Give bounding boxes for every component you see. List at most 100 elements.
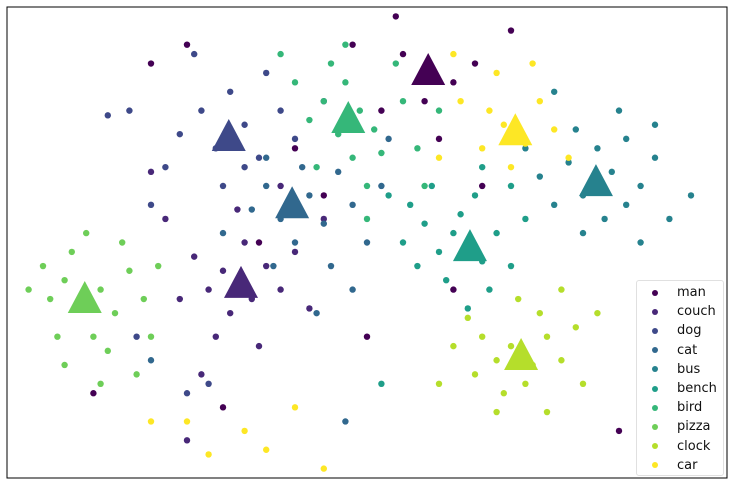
point-dog: [291, 135, 299, 143]
point-bus: [608, 168, 615, 176]
point-car: [551, 126, 558, 133]
point-bird: [349, 154, 356, 161]
legend-marker: [652, 443, 658, 450]
point-bus: [551, 201, 558, 209]
point-clock: [558, 286, 565, 293]
point-bus: [651, 121, 659, 128]
point-couch: [306, 305, 313, 312]
point-bird: [342, 79, 349, 86]
point-bird: [363, 182, 371, 190]
point-bird: [414, 145, 421, 152]
legend-item-car: car: [637, 456, 723, 475]
point-couch: [183, 437, 191, 444]
point-car: [479, 145, 486, 152]
point-car: [263, 446, 270, 453]
point-bird: [327, 60, 335, 67]
point-bench: [385, 192, 392, 199]
point-clock: [493, 408, 500, 416]
point-pizza: [83, 229, 90, 237]
point-pizza: [111, 309, 119, 317]
point-bench: [428, 182, 435, 190]
point-bus: [623, 201, 630, 209]
point-bird: [421, 182, 428, 190]
point-man: [255, 239, 263, 246]
legend-label: man: [677, 285, 706, 301]
point-bus: [565, 159, 572, 166]
legend-item-bird: bird: [637, 398, 723, 417]
point-bench: [421, 220, 428, 227]
point-pizza: [39, 262, 47, 270]
point-bus: [601, 215, 608, 223]
legend-marker: [652, 327, 658, 334]
point-cat: [263, 182, 270, 190]
point-dog: [183, 390, 191, 397]
point-clock: [579, 380, 587, 387]
legend-marker: [652, 404, 658, 411]
point-car: [183, 418, 191, 425]
legend-marker: [652, 366, 658, 373]
point-couch: [227, 309, 234, 317]
point-bus: [572, 126, 579, 133]
point-bus: [579, 229, 587, 237]
point-cat: [219, 229, 227, 237]
point-cat: [349, 286, 356, 293]
point-couch: [263, 262, 270, 270]
point-couch: [277, 182, 284, 190]
point-cat: [306, 192, 313, 199]
point-bird: [356, 107, 363, 114]
point-dog: [191, 50, 198, 58]
legend-marker: [652, 347, 658, 354]
point-man: [399, 50, 407, 58]
point-man: [363, 333, 371, 340]
point-bird: [371, 126, 378, 133]
point-car: [565, 154, 572, 161]
point-bus: [687, 192, 695, 199]
point-couch: [205, 286, 212, 293]
point-bird: [378, 149, 385, 157]
legend-label: clock: [677, 438, 711, 454]
point-cat: [378, 182, 385, 190]
point-bench: [414, 262, 421, 270]
point-cat: [263, 154, 270, 161]
point-couch: [277, 286, 284, 293]
legend-item-man: man: [637, 283, 723, 302]
point-bird: [291, 79, 299, 86]
point-bird: [306, 116, 313, 124]
legend: man couch dog cat bus bench bird pizza clock car: [636, 280, 724, 476]
point-dog: [241, 121, 248, 128]
point-clock: [471, 371, 479, 378]
point-man: [392, 13, 399, 20]
point-cat: [270, 262, 277, 270]
point-pizza: [90, 333, 97, 340]
point-bus: [637, 239, 644, 246]
legend-label: car: [677, 457, 698, 473]
legend-label: bench: [677, 381, 717, 397]
point-car: [529, 60, 536, 67]
point-couch: [212, 333, 219, 340]
point-bench: [493, 229, 500, 237]
point-bus: [651, 154, 659, 161]
point-dog: [147, 201, 155, 209]
centroid-clock: [504, 337, 539, 370]
point-pizza: [140, 295, 147, 303]
point-bench: [471, 192, 479, 199]
point-dog: [227, 88, 234, 95]
point-clock: [435, 380, 443, 387]
legend-marker: [652, 289, 658, 296]
point-bench: [450, 229, 457, 237]
point-dog: [277, 107, 284, 114]
point-dog: [176, 130, 183, 138]
point-man: [349, 41, 356, 48]
point-bus: [637, 182, 644, 190]
point-clock: [493, 357, 500, 364]
point-bus: [615, 107, 623, 114]
point-bus: [551, 88, 558, 95]
point-couch: [198, 371, 205, 378]
point-bird: [313, 163, 320, 171]
point-couch: [234, 206, 241, 213]
point-car: [435, 154, 443, 161]
point-man: [435, 135, 443, 143]
point-clock: [500, 390, 507, 397]
point-couch: [176, 295, 183, 303]
point-pizza: [68, 248, 76, 256]
